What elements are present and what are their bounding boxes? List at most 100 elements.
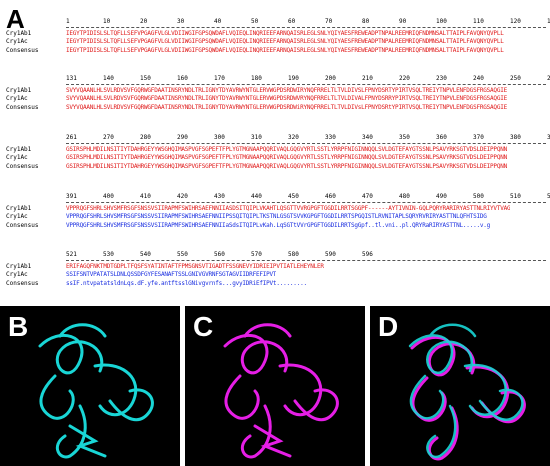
ruler-tick-label: 100 <box>436 18 447 25</box>
ruler-tick-label: 120 <box>510 18 521 25</box>
ruler-tick-label: 260 <box>547 75 550 82</box>
ruler-tick-label: 240 <box>473 75 484 82</box>
ruler-tick-label: 520 <box>547 193 550 200</box>
sequence-row: Consensus GSIRSPHLMDILNSITIYTDAHRGEYYWSGH… <box>6 163 546 171</box>
alignment-block: 521 530 540 550 560 570 580 590 596 Cry1Ab1 ERIFAG… <box>6 251 546 288</box>
alignment-block: 391 400 410 420 430 440 450 460 470 480 490 500 510 5… <box>6 193 550 230</box>
ruler-tick-label: 130 <box>547 18 550 25</box>
sequence-text: GSIRSPHLMDILNSITIYTDAHRGEYYWSGHQIMASPVGF… <box>66 162 508 170</box>
sequence-text: IEGYTPIDISLSLTQFLLSEFVPGAGFVLGLVDIIWGIFG… <box>66 30 504 38</box>
ruler-tick-label: 160 <box>177 75 188 82</box>
sequence-name: Cry1Ab1 <box>6 87 32 95</box>
sequence-text: ssIF.ntvpatatsldnLqs.dF.yfe.antftsslGNiv… <box>66 279 307 287</box>
sequence-row: Cry1Ac GSIRSPHLMDILNSITIYTDAHRGEYYWSGHQIM… <box>6 154 546 162</box>
alignment-ruler: 1102030405060708090100110120130 <box>6 18 550 26</box>
ruler-tick-label: 280 <box>140 134 151 141</box>
ruler-tick-label: 350 <box>399 134 410 141</box>
ruler-tick-label: 420 <box>177 193 188 200</box>
sequence-name: Consensus <box>6 103 39 111</box>
sequence-text: SSIFSNTVPATATSLDNLQSSDFGYFESANAFTSSLGNIV… <box>66 271 277 279</box>
ruler-tick-label: 400 <box>103 193 114 200</box>
sequence-text: GSIRSPHLMDILNSITIYTDAHRGEYYWSGHQIMASPVGF… <box>66 146 508 154</box>
panel-b-label: B <box>8 311 29 342</box>
ruler-line <box>66 260 546 262</box>
sequence-text: VPPRQGFSHRLSHVSMFRSGFSNSSVSIIRAPMFSWIHRS… <box>66 221 491 229</box>
ruler-tick-label: 390 <box>547 134 550 141</box>
ruler-tick-label: 70 <box>325 18 333 25</box>
sequence-name: Cry1Ac <box>6 213 28 221</box>
ruler-tick-label: 150 <box>140 75 151 82</box>
ruler-tick-label: 460 <box>325 193 336 200</box>
ruler-tick-label: 380 <box>510 134 521 141</box>
ruler-tick-label: 131 <box>66 75 77 82</box>
ruler-tick-label: 410 <box>140 193 151 200</box>
sequence-name: Cry1Ac <box>6 95 28 103</box>
sequence-name: Cry1Ab1 <box>6 146 32 154</box>
ruler-tick-label: 80 <box>362 18 370 25</box>
ruler-tick-label: 540 <box>140 251 151 258</box>
alignment-ruler: 131 140 150 160 170 180 190 200 210 220 230 240 250 2… <box>6 75 550 83</box>
sequence-row: Cry1Ab1 GSIRSPHLMDILNSITIYTDAHRGEYYWSGHQI… <box>6 146 546 154</box>
sequence-name: Consensus <box>6 279 39 287</box>
panel-a: A 1102030405060708090100110120130Cry1Ab1… <box>6 6 550 288</box>
alignment-ruler: 391 400 410 420 430 440 450 460 470 480 490 500 510 5… <box>6 193 550 201</box>
ruler-tick-label: 20 <box>140 18 148 25</box>
ruler-tick-label: 1 <box>66 18 70 25</box>
sequence-row: Cry1Ab1 SVYVQAANLHLSVLRDVSVFGQRWGFDAATINS… <box>6 87 546 95</box>
sequence-text: ERIFAGQFNKTMDTGDPLTFQSFSYATINTAFTFPMSGNS… <box>66 263 324 271</box>
sequence-text: SVYVQAANLHLSVLRDVSVFGQRWGFDAATINSRYNDLTR… <box>66 87 508 95</box>
ruler-tick-label: 340 <box>362 134 373 141</box>
ruler-tick-label: 290 <box>177 134 188 141</box>
sequence-row: Cry1Ab1 ERIFAGQFNKTMDTGDPLTFQSFSYATINTAFT… <box>6 263 546 271</box>
ruler-tick-label: 360 <box>436 134 447 141</box>
ruler-tick-label: 170 <box>214 75 225 82</box>
ruler-line <box>66 143 546 145</box>
panel-d-label: D <box>378 311 399 342</box>
ruler-tick-label: 180 <box>251 75 262 82</box>
sequence-name: Cry1Ab1 <box>6 30 32 38</box>
ruler-line <box>66 84 546 86</box>
ruler-tick-label: 320 <box>288 134 299 141</box>
ruler-tick-label: 490 <box>436 193 447 200</box>
panel-c-label: C <box>193 311 214 342</box>
ruler-tick-label: 440 <box>251 193 262 200</box>
protein-structure-cyan <box>38 323 154 459</box>
sequence-row: Consensus SVYVQAANLHLSVLRDVSVFGQRWGFDAATI… <box>6 104 546 112</box>
ruler-tick-label: 220 <box>399 75 410 82</box>
ruler-tick-label: 230 <box>436 75 447 82</box>
sequence-text: SVYVQAANLHLSVLRDVSVFGQRWGFDAATINSRYNDLTR… <box>66 95 508 103</box>
sequence-text: SVYVQAANLHLSVLRDVSVFGQRWGFDAATINSRYNDLTR… <box>66 103 508 111</box>
ruler-tick-label: 590 <box>325 251 336 258</box>
sequence-text: GSIRSPHLMDILNSITIYTDAHRGEYYWSGHQIMASPVGF… <box>66 154 508 162</box>
sequence-name: Consensus <box>6 162 39 170</box>
ruler-tick-label: 550 <box>177 251 188 258</box>
ruler-line <box>66 202 546 204</box>
ruler-tick-label: 270 <box>103 134 114 141</box>
alignment-block: 261 270 280 290 300 310 320 330 340 350 360 370 380 3… <box>6 134 550 171</box>
sequence-row: Consensus IEGYTPIDISLSLTQFLLSEFVPGAGFVLGL… <box>6 47 546 55</box>
sequence-row: Cry1Ac SSIFSNTVPATATSLDNLQSSDFGYFESANAFTS… <box>6 271 546 279</box>
sequence-name: Consensus <box>6 221 39 229</box>
ruler-tick-label: 391 <box>66 193 77 200</box>
sequence-name: Cry1Ac <box>6 154 28 162</box>
ruler-tick-label: 40 <box>214 18 222 25</box>
ruler-tick-label: 430 <box>214 193 225 200</box>
sequence-row: Cry1Ab1 IEGYTPIDISLSLTQFLLSEFVPGAGFVLGLVD… <box>6 30 546 38</box>
sequence-name: Cry1Ab1 <box>6 205 32 213</box>
sequence-text: IEGYTPIDISLSLTQFLLSEFVPGAGFVLGLVDIIWGIFG… <box>66 38 504 46</box>
sequence-row: Consensus VPPRQGFSHRLSHVSMFRSGFSNSSVSIIRA… <box>6 222 546 230</box>
ruler-tick-label: 250 <box>510 75 521 82</box>
structure-panels: B C <box>0 306 550 466</box>
ruler-tick-label: 560 <box>214 251 225 258</box>
ruler-tick-label: 500 <box>473 193 484 200</box>
sequence-row: Cry1Ac VPPRQGFSHRLSHVSMFRSGFSNSSVSIIRAPMF… <box>6 213 546 221</box>
ruler-tick-label: 510 <box>510 193 521 200</box>
sequence-row: Cry1Ab1 VPPRQGFSHRLSHVSMFRSGFSNSSVSIIRAPM… <box>6 205 546 213</box>
sequence-name: Cry1Ab1 <box>6 263 32 271</box>
sequence-row: Consensus ssIF.ntvpatatsldnLqs.dF.yfe.ant… <box>6 280 546 288</box>
panel-b-structure-cyan: B <box>0 306 180 466</box>
ruler-tick-label: 480 <box>399 193 410 200</box>
ruler-tick-label: 60 <box>288 18 296 25</box>
ruler-tick-label: 570 <box>251 251 262 258</box>
ruler-tick-label: 110 <box>473 18 484 25</box>
